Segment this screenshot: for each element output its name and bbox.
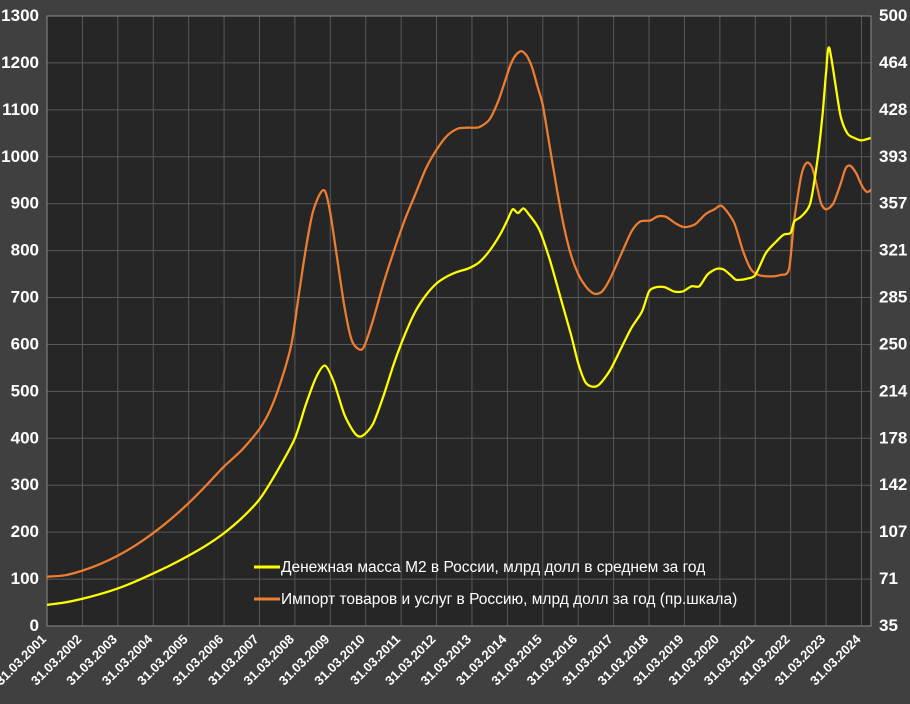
- svg-text:800: 800: [11, 241, 39, 260]
- svg-text:1000: 1000: [1, 147, 39, 166]
- svg-text:1300: 1300: [1, 6, 39, 25]
- svg-text:71: 71: [879, 569, 898, 588]
- svg-text:600: 600: [11, 334, 39, 353]
- svg-text:500: 500: [879, 6, 907, 25]
- svg-text:900: 900: [11, 194, 39, 213]
- svg-text:200: 200: [11, 522, 39, 541]
- svg-text:Денежная масса М2 в России, мл: Денежная масса М2 в России, млрд долл в …: [281, 559, 705, 576]
- svg-text:400: 400: [11, 428, 39, 447]
- svg-text:178: 178: [879, 428, 907, 447]
- svg-text:107: 107: [879, 522, 907, 541]
- svg-text:428: 428: [879, 100, 907, 119]
- svg-text:300: 300: [11, 475, 39, 494]
- svg-text:500: 500: [11, 381, 39, 400]
- svg-text:250: 250: [879, 334, 907, 353]
- svg-text:357: 357: [879, 194, 907, 213]
- svg-text:35: 35: [879, 616, 898, 635]
- svg-text:321: 321: [879, 241, 907, 260]
- svg-text:1100: 1100: [2, 100, 39, 119]
- svg-text:1200: 1200: [1, 53, 39, 72]
- svg-text:Импорт товаров и услуг в Росси: Импорт товаров и услуг в Россию, млрд до…: [281, 591, 737, 608]
- svg-text:393: 393: [879, 147, 907, 166]
- svg-text:100: 100: [11, 569, 39, 588]
- svg-text:214: 214: [879, 381, 908, 400]
- svg-text:700: 700: [11, 288, 39, 307]
- svg-text:464: 464: [879, 53, 908, 72]
- svg-text:142: 142: [879, 475, 907, 494]
- svg-text:285: 285: [879, 288, 907, 307]
